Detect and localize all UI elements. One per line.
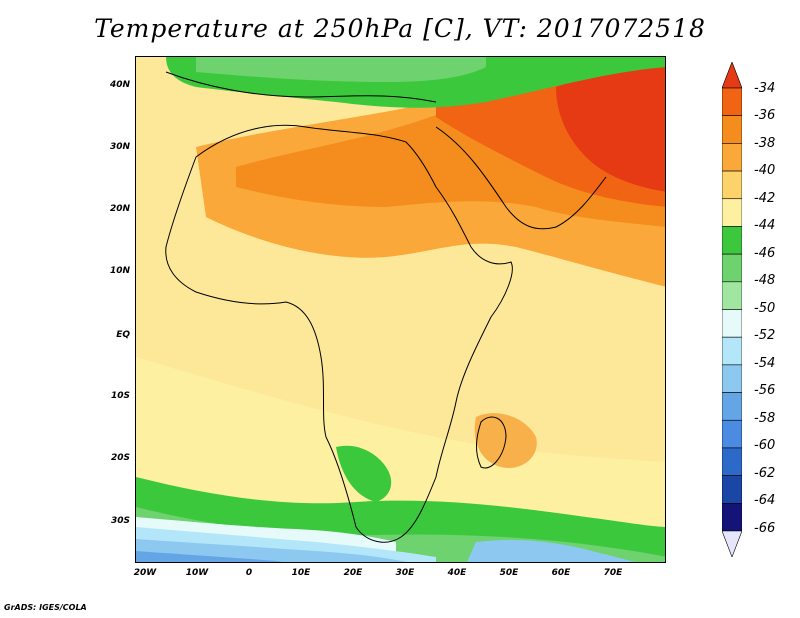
colorbar-label: -64 — [754, 493, 776, 508]
credit-text: GrADS: IGES/COLA — [4, 603, 87, 612]
colorbar-label: -52 — [754, 328, 776, 343]
map-title: Temperature at 250hPa [C], VT: 201707251… — [94, 14, 706, 43]
lon-label: 30E — [395, 568, 415, 578]
colorbar-label: -48 — [754, 273, 776, 288]
lat-label: 20S — [110, 453, 130, 463]
colorbar-top-arrow — [722, 62, 742, 89]
colorbar-swatch — [722, 170, 742, 200]
lon-label: 10E — [291, 568, 311, 578]
colorbar-label: -54 — [754, 356, 776, 371]
lat-label: 10S — [110, 391, 130, 401]
colorbar-label: -36 — [754, 108, 776, 123]
colorbar-label: -42 — [754, 191, 776, 206]
colorbar-bottom-arrow — [722, 530, 742, 557]
colorbar-swatch — [722, 336, 742, 366]
lat-label: EQ — [116, 330, 130, 340]
colorbar-swatch — [722, 198, 742, 227]
lon-label: 0 — [245, 568, 253, 578]
colorbar-swatch — [722, 87, 742, 116]
colorbar-swatch — [722, 475, 742, 504]
colorbar-label: -60 — [754, 438, 776, 453]
colorbar-swatch — [722, 364, 742, 393]
lon-label: 10W — [185, 568, 209, 578]
coastlines — [165, 71, 607, 543]
colorbar-label: -58 — [754, 411, 776, 426]
lon-label: 20E — [343, 568, 363, 578]
colorbar-label: -66 — [754, 521, 776, 536]
colorbar-swatch — [722, 419, 742, 449]
colorbar-label: -62 — [754, 466, 776, 481]
colorbar-swatch — [722, 281, 742, 310]
colorbar-swatch — [722, 309, 742, 338]
colorbar-label: -34 — [754, 81, 776, 96]
lat-label: 20N — [109, 204, 130, 214]
map-plot-area — [135, 56, 666, 563]
colorbar-label: -40 — [754, 163, 776, 178]
lon-label: 60E — [551, 568, 571, 578]
temperature-field — [136, 57, 665, 562]
colorbar-swatch — [722, 226, 742, 255]
lat-label: 10N — [109, 266, 130, 276]
colorbar-label: -38 — [754, 136, 776, 151]
colorbar-swatch — [722, 447, 742, 476]
lon-label: 50E — [499, 568, 519, 578]
lat-label: 40N — [109, 80, 130, 90]
colorbar-label: -50 — [754, 301, 776, 316]
lat-label: 30S — [110, 516, 130, 526]
colorbar-swatch — [722, 115, 742, 144]
colorbar-swatch — [722, 503, 742, 532]
colorbar-label: -56 — [754, 383, 776, 398]
colorbar-label: -44 — [754, 218, 776, 233]
colorbar-swatch — [722, 392, 742, 421]
lat-label: 30N — [109, 142, 130, 152]
colorbar-swatch — [722, 143, 742, 172]
colorbar — [722, 62, 742, 557]
colorbar-swatch — [722, 253, 742, 283]
lon-label: 20W — [133, 568, 157, 578]
lon-label: 70E — [603, 568, 623, 578]
lon-label: 40E — [447, 568, 467, 578]
colorbar-label: -46 — [754, 246, 776, 261]
